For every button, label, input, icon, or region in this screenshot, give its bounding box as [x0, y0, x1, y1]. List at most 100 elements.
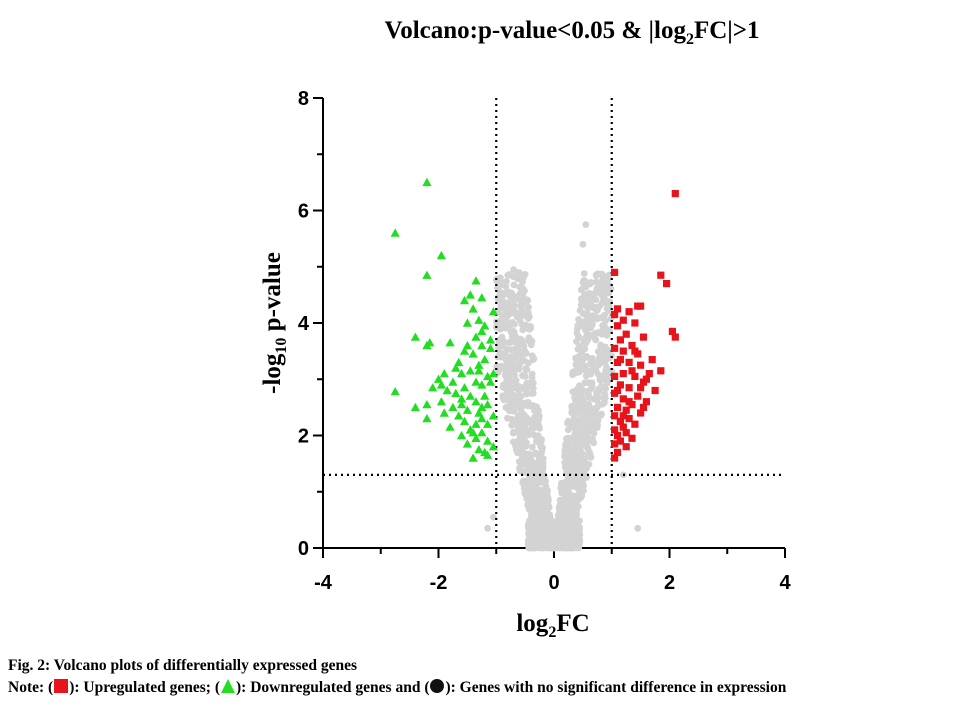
red-square-icon [54, 679, 69, 693]
downregulated-point [448, 402, 458, 412]
downregulated-point [477, 340, 487, 350]
ns-point [581, 379, 589, 387]
upregulated-point [611, 454, 619, 462]
downregulated-point [462, 439, 472, 448]
ns-point [576, 467, 584, 474]
ns-point [529, 424, 537, 431]
downregulated-point [457, 400, 467, 409]
ns-point [517, 405, 524, 412]
ns-point [501, 392, 508, 400]
ns-point [579, 240, 587, 248]
ns-point [497, 304, 505, 311]
upregulated-point [637, 384, 645, 392]
downregulated-point [422, 177, 432, 187]
ns-point [596, 375, 604, 383]
ns-point [501, 339, 508, 346]
upregulated-point [663, 280, 671, 288]
upregulated-point [631, 372, 639, 380]
ns-point [503, 321, 510, 329]
ns-point [591, 419, 598, 427]
downregulated-point [477, 428, 487, 437]
downregulated-point [474, 360, 484, 369]
downregulated-point [483, 400, 493, 409]
upregulated-point [619, 347, 627, 355]
ns-point [572, 493, 580, 501]
ns-point [562, 506, 570, 513]
ns-point [564, 533, 571, 541]
downregulated-point [477, 380, 487, 389]
ns-point [507, 358, 515, 366]
ns-point [579, 355, 587, 363]
downregulated-point [480, 321, 490, 330]
downregulated-point [474, 315, 484, 324]
downregulated-point [459, 346, 470, 355]
downregulated-point [477, 326, 487, 336]
ns-point [579, 318, 587, 326]
green-triangle-icon [221, 679, 236, 693]
x-tick-label: -4 [314, 572, 333, 594]
ns-point [571, 393, 578, 401]
upregulated-point [616, 336, 624, 344]
ns-point [524, 296, 532, 304]
ns-point [519, 425, 527, 433]
ns-point [564, 419, 571, 427]
ns-point [536, 438, 544, 446]
ns-point [584, 305, 592, 312]
chart-title-prefix: Volcano:p-value<0.05 & |log [384, 17, 686, 44]
ns-point [525, 520, 533, 527]
downregulated-point [462, 340, 472, 350]
downregulated-point [422, 270, 432, 279]
ns-point [561, 453, 569, 461]
ns-point [603, 332, 611, 339]
ns-point [573, 404, 581, 411]
ns-point [526, 506, 534, 514]
downregulated-point [451, 388, 461, 397]
ns-point [599, 297, 607, 304]
upregulated-point [611, 372, 619, 380]
downregulated-point [462, 405, 472, 414]
upregulated-point [634, 392, 642, 400]
ns-point [602, 317, 610, 325]
upregulated-point [619, 423, 627, 431]
ns-point [499, 291, 507, 299]
ns-point [537, 443, 545, 451]
ns-point [579, 416, 587, 423]
ns-point [535, 521, 543, 529]
ns-point [515, 314, 522, 321]
ns-point [606, 282, 613, 289]
downregulated-point [471, 397, 481, 406]
figure-caption: Fig. 2: Volcano plots of differentially … [8, 657, 358, 674]
upregulated-point [619, 412, 627, 420]
upregulated-point [616, 417, 624, 425]
ns-point [528, 443, 536, 451]
ns-point [525, 315, 532, 322]
ns-point [561, 495, 568, 503]
ns-point [504, 383, 512, 391]
ns-point [574, 544, 582, 552]
ns-point [592, 336, 600, 344]
ns-point [573, 517, 580, 525]
ns-point [540, 494, 547, 502]
ns-point [512, 345, 520, 353]
ns-point [590, 430, 598, 437]
upregulated-point [628, 341, 636, 350]
downregulated-point [477, 402, 487, 412]
downregulated-point [485, 335, 496, 344]
upregulated-point [657, 271, 665, 279]
ns-point [551, 528, 559, 535]
downregulated-point [483, 450, 493, 459]
ns-point [520, 371, 528, 378]
ns-point [586, 418, 593, 426]
ns-point [603, 363, 610, 371]
downregulated-point [465, 290, 475, 299]
downregulated-point [390, 228, 400, 237]
downregulated-point [454, 411, 464, 420]
downregulated-point [459, 416, 470, 426]
ns-point [587, 279, 594, 286]
ns-point [561, 459, 569, 466]
ns-point [590, 395, 597, 403]
ns-point [517, 303, 525, 311]
upregulated-point [631, 319, 639, 327]
ns-point [527, 452, 534, 460]
x-axis-label-prefix: log [516, 610, 548, 637]
